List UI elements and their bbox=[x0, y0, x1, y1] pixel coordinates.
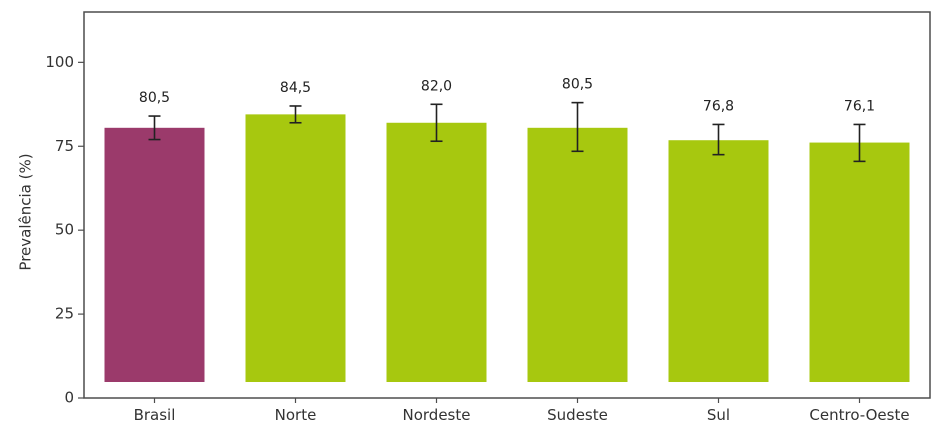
error-bar bbox=[571, 101, 584, 153]
bar bbox=[668, 140, 769, 382]
data-label: 82,0 bbox=[421, 78, 452, 94]
data-label: 84,5 bbox=[280, 80, 311, 96]
x-tick-label: Nordeste bbox=[403, 406, 471, 424]
data-label: 80,5 bbox=[562, 77, 593, 93]
bar bbox=[809, 142, 910, 382]
y-tick-label: 100 bbox=[45, 53, 74, 71]
x-tick-label: Brasil bbox=[134, 406, 176, 424]
bar bbox=[527, 127, 628, 382]
data-label: 80,5 bbox=[139, 90, 170, 106]
data-labels: 80,5 84,5 82,0 80,5 76,8 76,1 bbox=[139, 77, 875, 115]
x-tick-label: Sudeste bbox=[547, 406, 608, 424]
data-label: 76,1 bbox=[844, 98, 875, 114]
bars bbox=[104, 114, 910, 383]
data-label: 76,8 bbox=[703, 98, 734, 114]
bar bbox=[386, 122, 487, 382]
y-axis: 0 25 50 75 100 bbox=[45, 53, 84, 407]
error-bar bbox=[289, 105, 302, 124]
y-tick-label: 0 bbox=[64, 389, 74, 407]
x-tick-label: Centro-Oeste bbox=[809, 406, 909, 424]
bar bbox=[245, 114, 346, 383]
y-axis-label: Prevalência (%) bbox=[17, 153, 35, 270]
x-axis: Brasil Norte Nordeste Sudeste Sul Centro-Oest… bbox=[134, 398, 910, 424]
plot-frame bbox=[83, 11, 931, 399]
bar bbox=[104, 127, 205, 382]
y-tick-label: 50 bbox=[55, 221, 74, 239]
error-bar bbox=[853, 123, 866, 163]
x-tick-label: Sul bbox=[707, 406, 730, 424]
x-tick-label: Norte bbox=[275, 406, 317, 424]
error-bars bbox=[148, 101, 866, 163]
y-tick-label: 75 bbox=[55, 137, 74, 155]
y-tick-label: 25 bbox=[55, 305, 74, 323]
error-bar bbox=[430, 103, 443, 143]
error-bar bbox=[712, 123, 725, 156]
error-bar bbox=[148, 115, 161, 141]
